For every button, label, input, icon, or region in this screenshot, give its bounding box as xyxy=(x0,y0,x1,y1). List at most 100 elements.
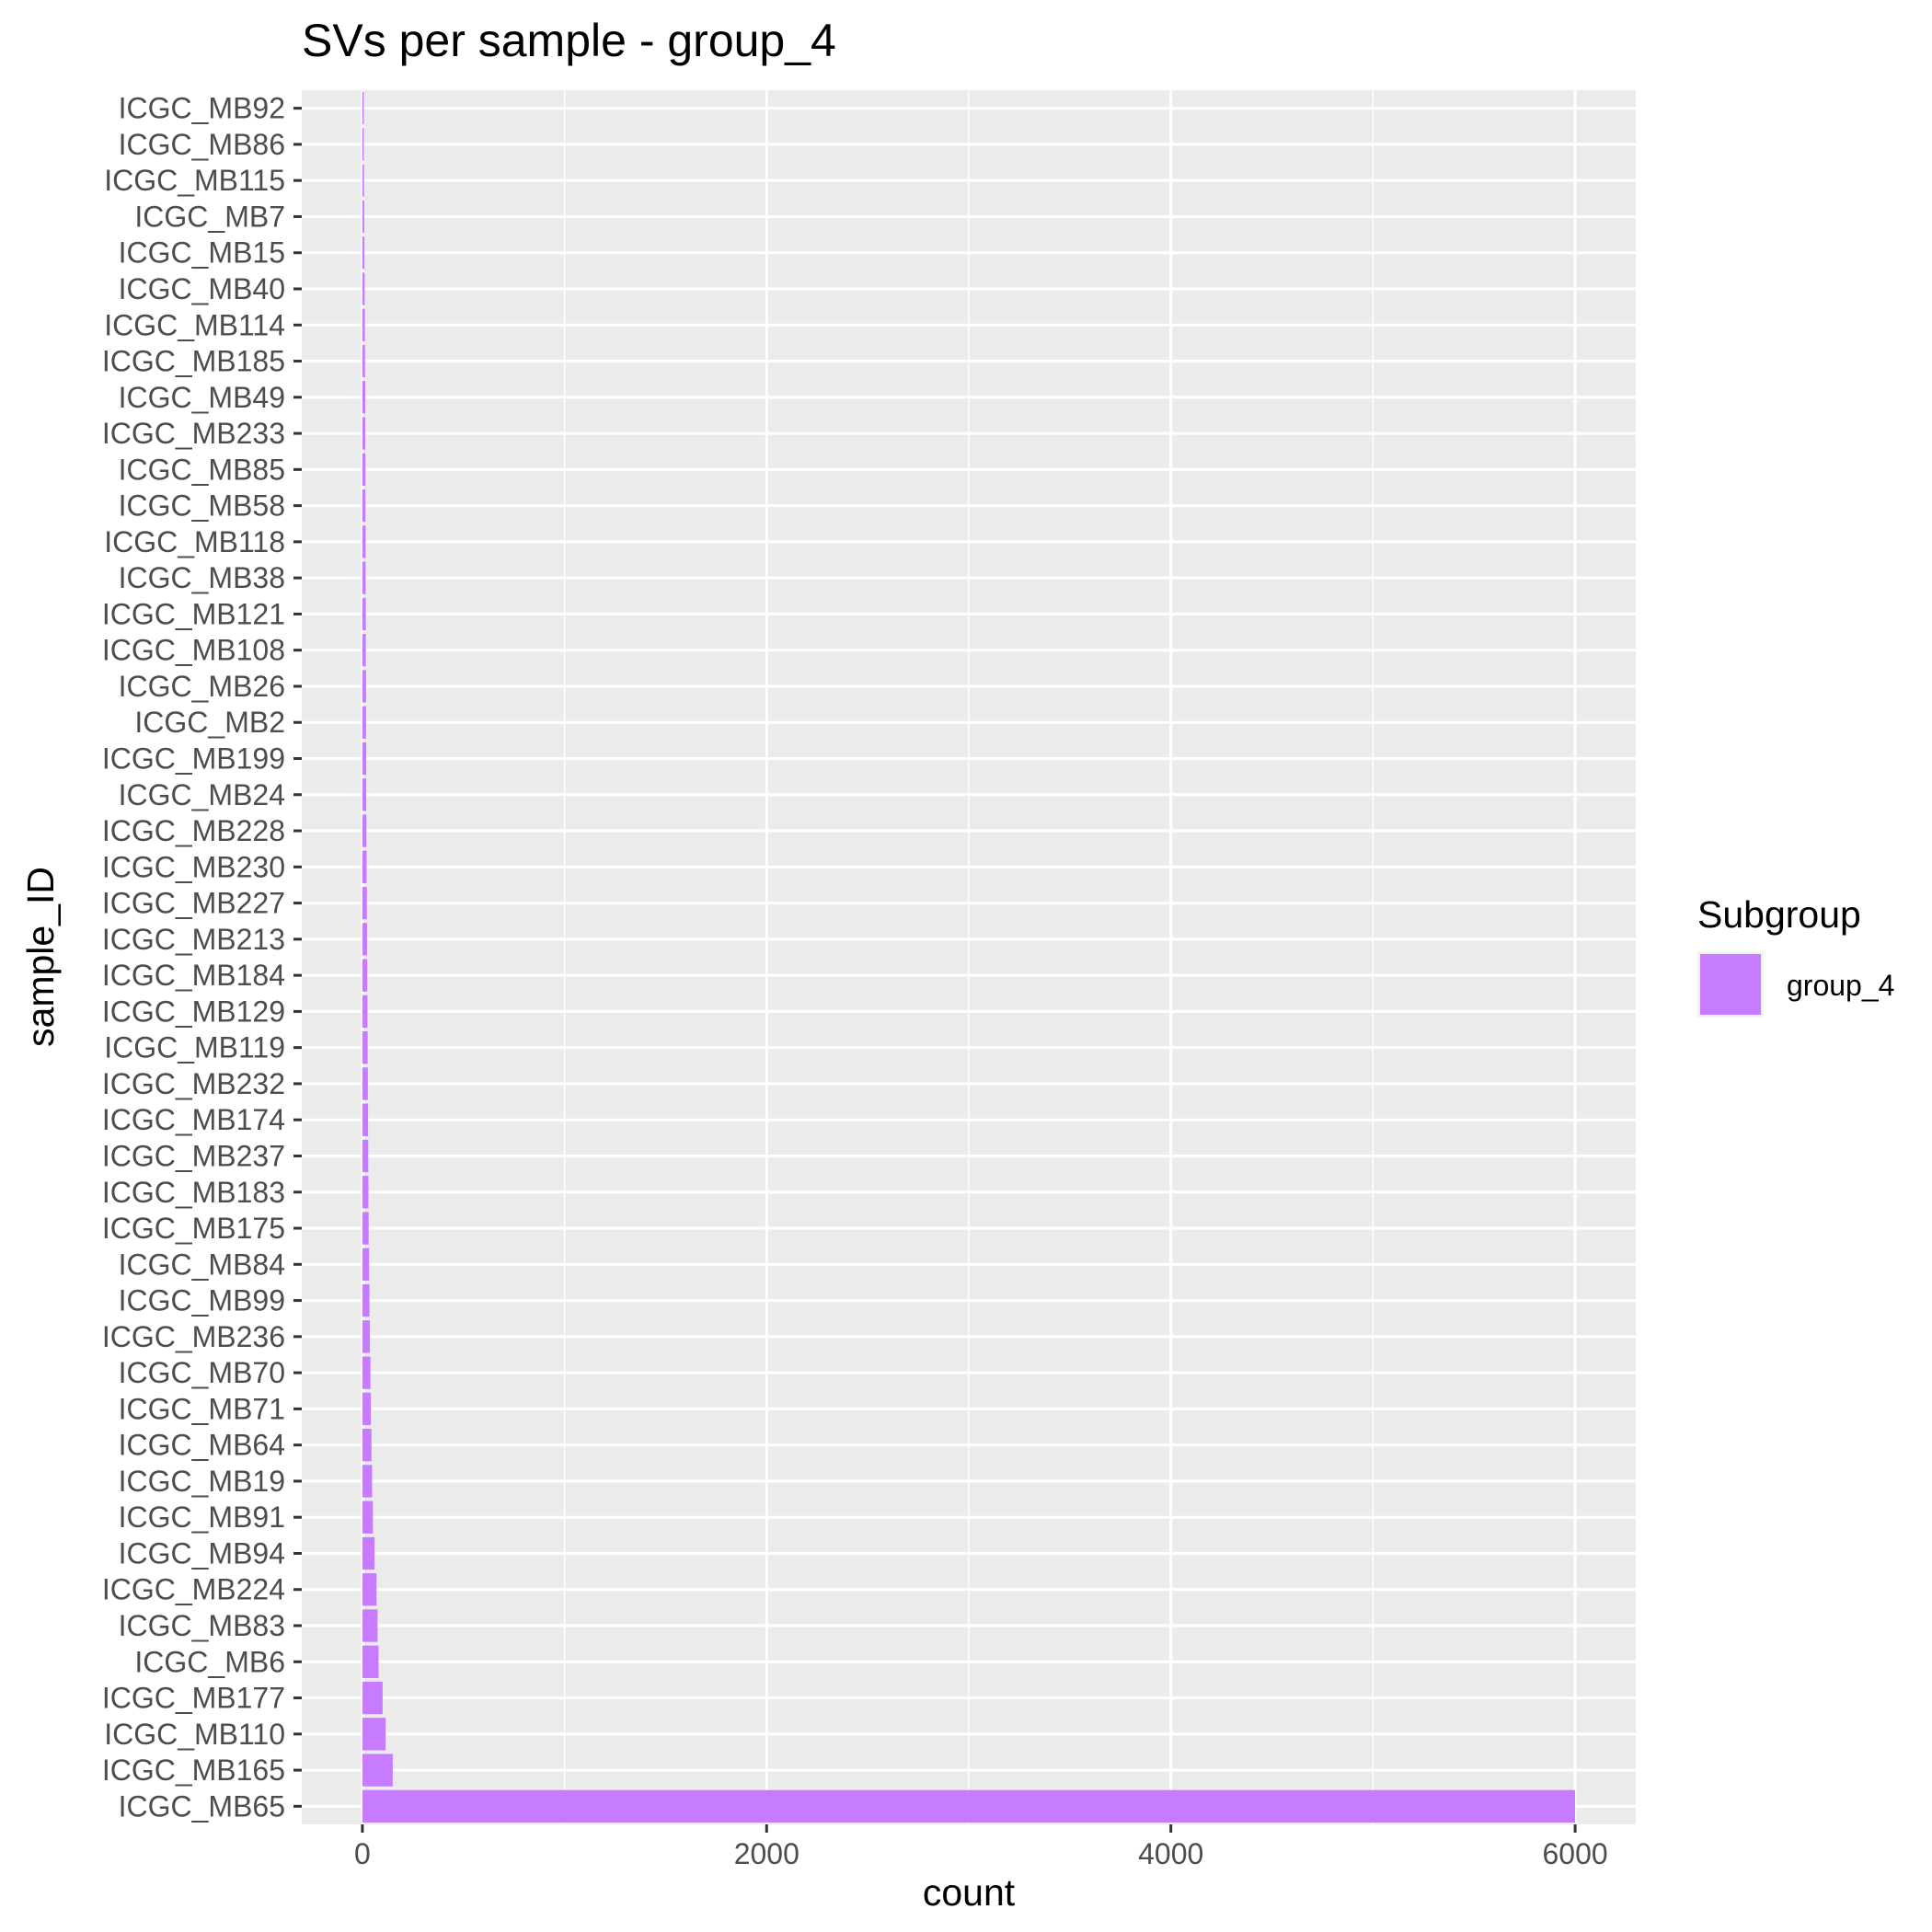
y-tick-label: ICGC_MB232 xyxy=(102,1067,285,1100)
y-tick-label: ICGC_MB236 xyxy=(102,1320,285,1353)
y-tick-label: ICGC_MB92 xyxy=(119,92,285,125)
y-tick-label: ICGC_MB175 xyxy=(102,1212,285,1245)
y-tick-label: ICGC_MB177 xyxy=(102,1682,285,1715)
y-tick-label: ICGC_MB99 xyxy=(119,1284,285,1317)
y-tick-label: ICGC_MB94 xyxy=(119,1536,285,1570)
x-axis-title: count xyxy=(923,1871,1016,1914)
bar xyxy=(362,850,367,883)
x-tick-label: 2000 xyxy=(734,1837,799,1870)
y-tick-label: ICGC_MB185 xyxy=(102,345,285,378)
bar xyxy=(362,344,365,378)
y-tick-label: ICGC_MB7 xyxy=(134,200,285,233)
bar xyxy=(362,1536,375,1570)
bar xyxy=(362,1609,378,1642)
y-tick-label: ICGC_MB71 xyxy=(119,1392,285,1425)
bar xyxy=(362,91,364,125)
y-tick-label: ICGC_MB237 xyxy=(102,1139,285,1172)
bar xyxy=(362,417,365,450)
y-tick-label: ICGC_MB110 xyxy=(104,1718,285,1751)
bar xyxy=(362,1356,371,1389)
y-tick-label: ICGC_MB91 xyxy=(119,1501,285,1534)
bar xyxy=(362,1428,372,1462)
bar xyxy=(362,164,364,197)
bar xyxy=(362,634,366,667)
y-tick-label: ICGC_MB115 xyxy=(104,164,285,197)
y-tick-label: ICGC_MB58 xyxy=(119,489,285,523)
y-tick-label: ICGC_MB19 xyxy=(119,1465,285,1498)
y-tick-label: ICGC_MB118 xyxy=(104,525,285,558)
legend-swatch xyxy=(1700,954,1761,1015)
y-tick-label: ICGC_MB86 xyxy=(119,128,285,161)
bar xyxy=(362,1176,369,1209)
y-axis-ticks: ICGC_MB92ICGC_MB86ICGC_MB115ICGC_MB7ICGC… xyxy=(102,92,302,1823)
y-tick-label: ICGC_MB183 xyxy=(102,1176,285,1209)
y-tick-label: ICGC_MB6 xyxy=(134,1645,285,1678)
y-tick-label: ICGC_MB213 xyxy=(102,923,285,956)
bar xyxy=(362,923,367,956)
bar xyxy=(362,1139,369,1173)
y-tick-label: ICGC_MB83 xyxy=(119,1609,285,1642)
bars xyxy=(362,91,1576,1823)
y-tick-label: ICGC_MB121 xyxy=(102,597,285,630)
bar xyxy=(362,1283,370,1317)
y-tick-label: ICGC_MB2 xyxy=(134,706,285,739)
x-tick-label: 6000 xyxy=(1542,1837,1607,1870)
y-tick-label: ICGC_MB85 xyxy=(119,453,285,486)
bar xyxy=(362,670,366,703)
y-tick-label: ICGC_MB165 xyxy=(102,1754,285,1787)
bar xyxy=(362,489,366,523)
bar xyxy=(362,1645,379,1678)
y-tick-label: ICGC_MB70 xyxy=(119,1356,285,1389)
bar xyxy=(362,706,366,739)
y-tick-label: ICGC_MB224 xyxy=(102,1573,285,1606)
bar xyxy=(362,1392,372,1426)
legend-label: group_4 xyxy=(1787,969,1894,1002)
x-tick-label: 4000 xyxy=(1138,1837,1203,1870)
major-gridlines xyxy=(302,90,1636,1824)
bar xyxy=(362,1212,369,1245)
bar xyxy=(362,236,365,270)
x-axis-ticks: 0 2000 4000 6000 xyxy=(354,1824,1608,1870)
y-tick-label: ICGC_MB26 xyxy=(119,670,285,703)
y-tick-label: ICGC_MB174 xyxy=(102,1103,285,1136)
bar xyxy=(362,1320,371,1353)
bar xyxy=(362,959,368,992)
y-axis-title: sample_ID xyxy=(19,867,62,1047)
bar xyxy=(362,1465,373,1498)
y-tick-label: ICGC_MB38 xyxy=(119,561,285,594)
y-tick-label: ICGC_MB40 xyxy=(119,272,285,305)
bar xyxy=(362,742,367,776)
y-tick-label: ICGC_MB129 xyxy=(102,995,285,1028)
minor-gridlines xyxy=(563,90,1374,1824)
chart-title: SVs per sample - group_4 xyxy=(302,15,836,66)
bar xyxy=(362,308,365,341)
y-tick-label: ICGC_MB24 xyxy=(119,778,285,811)
y-tick-label: ICGC_MB114 xyxy=(104,308,285,341)
y-tick-label: ICGC_MB65 xyxy=(119,1789,285,1823)
y-tick-label: ICGC_MB230 xyxy=(102,850,285,883)
y-tick-label: ICGC_MB84 xyxy=(119,1248,285,1281)
y-tick-label: ICGC_MB119 xyxy=(104,1031,285,1064)
bar xyxy=(362,1789,1576,1823)
bar xyxy=(362,814,367,847)
bar xyxy=(362,1031,368,1064)
y-tick-label: ICGC_MB227 xyxy=(102,887,285,920)
y-tick-label: ICGC_MB108 xyxy=(102,634,285,667)
y-tick-label: ICGC_MB184 xyxy=(102,959,285,992)
bar xyxy=(362,453,366,487)
bar xyxy=(362,597,366,631)
bar xyxy=(362,1573,377,1606)
bar xyxy=(362,1681,383,1715)
bar xyxy=(362,995,368,1029)
y-tick-label: ICGC_MB199 xyxy=(102,742,285,776)
bar xyxy=(362,1754,393,1787)
y-tick-label: ICGC_MB15 xyxy=(119,236,285,270)
bar xyxy=(362,1501,374,1534)
bar xyxy=(362,1067,368,1100)
bar xyxy=(362,778,367,811)
bar xyxy=(362,1718,386,1751)
bar xyxy=(362,1248,370,1281)
bar xyxy=(362,561,366,594)
x-tick-label: 0 xyxy=(354,1837,371,1870)
